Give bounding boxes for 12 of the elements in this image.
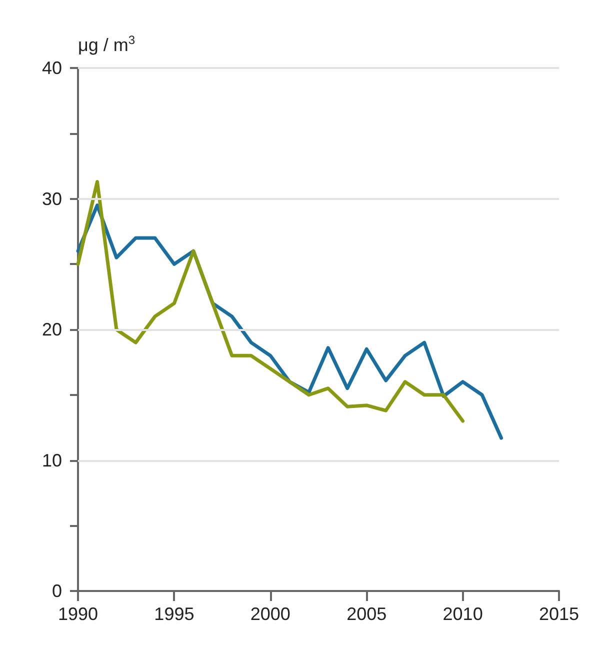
x-tick-label: 2010 [442, 604, 483, 624]
x-tick-label: 1990 [58, 604, 98, 624]
y-tick-label: 20 [42, 320, 62, 340]
x-tick-label: 2005 [346, 604, 387, 624]
line-series [76, 180, 465, 423]
y-tick-label: 10 [42, 450, 62, 470]
y-tick-label: 30 [42, 188, 62, 209]
x-tick-label: 2015 [538, 604, 580, 624]
x-tick-label: 1995 [154, 604, 194, 624]
y-tick-label: 0 [52, 581, 62, 601]
x-tick-label: 2000 [250, 604, 290, 624]
y-tick-label: 40 [42, 58, 62, 78]
